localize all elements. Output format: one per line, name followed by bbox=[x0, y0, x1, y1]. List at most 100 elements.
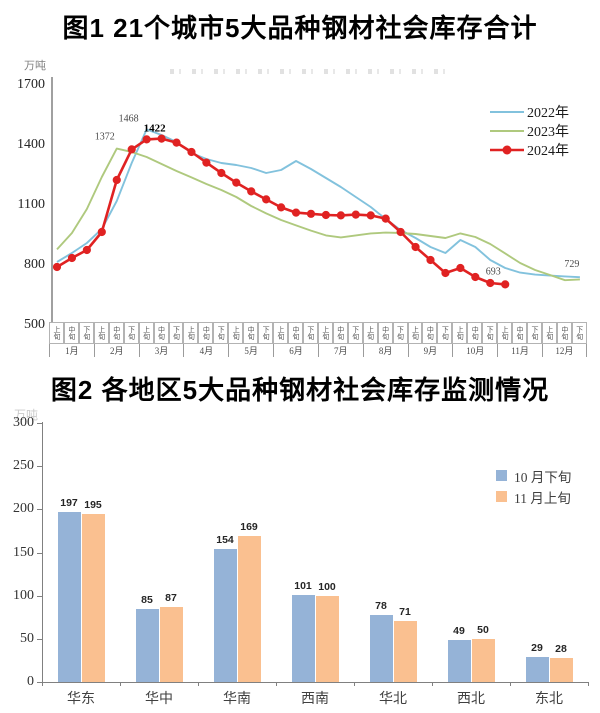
category-label: 华南 bbox=[223, 692, 251, 707]
bar-value-label: 50 bbox=[477, 623, 489, 636]
x-period-text: 上旬 bbox=[411, 326, 420, 340]
bar-华北-11 月上旬 bbox=[393, 620, 417, 682]
bar-value-label: 49 bbox=[453, 624, 465, 637]
bar-华南-11 月上旬 bbox=[237, 536, 261, 682]
x-period-cell: 中旬 bbox=[332, 322, 348, 344]
data-point bbox=[501, 280, 510, 289]
x-period-cell: 中旬 bbox=[467, 322, 483, 344]
x-period-cell: 上旬 bbox=[273, 322, 288, 344]
figure2-title: 图2 各地区5大品种钢材社会库存监测情况 bbox=[50, 375, 550, 405]
bar-东北-11 月上旬 bbox=[549, 657, 573, 682]
x-period-text: 中旬 bbox=[112, 326, 121, 340]
data-point bbox=[441, 268, 450, 278]
legend-line-swatch bbox=[490, 129, 524, 132]
line-plot-canvas: 1700 1400 1100 800 500 1468 1422 1372 693 729 bbox=[17, 77, 580, 332]
series-line-2024年 bbox=[56, 137, 506, 286]
x-period-cell: 上旬 bbox=[93, 322, 109, 344]
bar-华南-10 月下旬 bbox=[213, 549, 237, 682]
x-period-cell: 上旬 bbox=[228, 322, 244, 344]
data-point bbox=[172, 138, 181, 147]
y-tick-label: 1100 bbox=[18, 197, 45, 212]
y-tick-label: 100 bbox=[13, 587, 34, 603]
x-tick-mark bbox=[432, 682, 433, 686]
bar-华中-10 月下旬 bbox=[135, 608, 159, 682]
x-period-cell: 下旬 bbox=[258, 322, 274, 344]
bar-value-label: 154 bbox=[216, 534, 234, 547]
figure1-unit-label: 万吨 bbox=[24, 60, 46, 72]
x-period-cell: 上旬 bbox=[362, 322, 378, 344]
x-tick-mark bbox=[198, 682, 199, 686]
bar-value-label: 169 bbox=[240, 521, 258, 534]
x-period-text: 中旬 bbox=[381, 326, 390, 340]
bar-value-label: 100 bbox=[318, 580, 336, 593]
x-period-text: 中旬 bbox=[516, 326, 525, 340]
x-period-text: 中旬 bbox=[291, 326, 300, 340]
x-period-cell: 下旬 bbox=[527, 322, 542, 344]
x-period-cell: 下旬 bbox=[123, 322, 139, 344]
bar-西南-11 月上旬 bbox=[315, 595, 339, 682]
x-month-label: 8月 bbox=[362, 344, 408, 357]
figure1-legend: 2022年 2023年 2024年 bbox=[489, 102, 569, 159]
y-tick-label: 800 bbox=[24, 257, 45, 272]
data-point bbox=[396, 227, 405, 237]
x-month-label: 4月 bbox=[183, 344, 228, 357]
x-month-label: 9月 bbox=[407, 344, 453, 357]
y-tick-mark bbox=[37, 509, 42, 511]
x-period-text: 下旬 bbox=[127, 326, 136, 340]
bar-西北-10 月下旬 bbox=[447, 639, 471, 682]
y-tick-label: 200 bbox=[13, 501, 34, 517]
x-period-cell: 中旬 bbox=[198, 322, 214, 344]
legend-line-swatch bbox=[490, 110, 524, 113]
y-tick-mark bbox=[37, 423, 42, 424]
x-period-text: 上旬 bbox=[52, 326, 61, 340]
figure1-xaxis-month-row: 1月 2月 3月 4月 5月 6月 7月 8月 9月 10月 11月 12月 bbox=[49, 344, 587, 357]
x-period-cell: 下旬 bbox=[78, 322, 94, 344]
x-period-cell: 下旬 bbox=[302, 322, 318, 344]
x-period-cell: 中旬 bbox=[377, 322, 393, 344]
x-period-cell: 下旬 bbox=[392, 322, 408, 344]
x-period-text: 下旬 bbox=[530, 326, 539, 340]
x-period-text: 下旬 bbox=[82, 326, 91, 340]
bar-value-label: 71 bbox=[399, 605, 411, 618]
x-tick-mark bbox=[120, 682, 121, 686]
x-period-text: 下旬 bbox=[351, 326, 360, 340]
legend-item-10 月下旬: 10 月下旬 bbox=[496, 465, 571, 486]
data-point bbox=[411, 242, 420, 252]
legend-color-swatch bbox=[496, 491, 507, 502]
x-period-cell: 中旬 bbox=[153, 322, 169, 344]
x-period-text: 上旬 bbox=[366, 326, 375, 340]
x-tick-mark bbox=[588, 682, 589, 686]
data-point bbox=[82, 245, 91, 255]
x-period-text: 上旬 bbox=[97, 326, 106, 340]
x-period-cell: 上旬 bbox=[317, 322, 333, 344]
x-period-cell: 中旬 bbox=[108, 322, 124, 344]
figure1-xaxis-period-row: 上旬 中旬 下旬 上旬 中旬 下旬 上旬 中旬 下旬 上旬 中旬 下旬 上旬 中旬 下旬 上旬 中旬 下旬 上旬 中旬… bbox=[49, 322, 587, 344]
legend-color-swatch bbox=[496, 470, 507, 481]
bar-东北-10 月下旬 bbox=[525, 656, 549, 682]
data-point bbox=[306, 209, 316, 218]
legend-item-2022年: 2022年 bbox=[489, 102, 569, 121]
y-axis-line bbox=[42, 422, 43, 683]
y-tick-label: 150 bbox=[13, 544, 34, 560]
x-period-text: 中旬 bbox=[560, 326, 569, 340]
point-label: 1468 bbox=[119, 113, 139, 124]
x-period-text: 下旬 bbox=[306, 326, 315, 340]
x-period-text: 下旬 bbox=[441, 326, 450, 340]
legend-swatch-dot bbox=[502, 145, 512, 154]
y-tick-label: 500 bbox=[24, 317, 45, 332]
category-label: 东北 bbox=[535, 692, 563, 707]
x-period-cell: 下旬 bbox=[347, 322, 363, 344]
y-tick-mark bbox=[37, 466, 42, 468]
data-point bbox=[321, 210, 331, 220]
x-period-text: 中旬 bbox=[67, 326, 76, 340]
series-line-2022年 bbox=[56, 128, 580, 279]
x-tick-mark bbox=[42, 682, 43, 686]
figure2-legend: 10 月下旬 11 月上旬 bbox=[496, 465, 571, 507]
bar-value-label: 101 bbox=[294, 579, 312, 592]
x-period-text: 上旬 bbox=[545, 326, 554, 340]
data-point bbox=[247, 187, 256, 196]
x-period-text: 上旬 bbox=[232, 326, 241, 340]
x-month-label: 2月 bbox=[93, 344, 139, 357]
x-period-cell: 中旬 bbox=[243, 322, 259, 344]
x-month-label: 7月 bbox=[317, 344, 363, 357]
